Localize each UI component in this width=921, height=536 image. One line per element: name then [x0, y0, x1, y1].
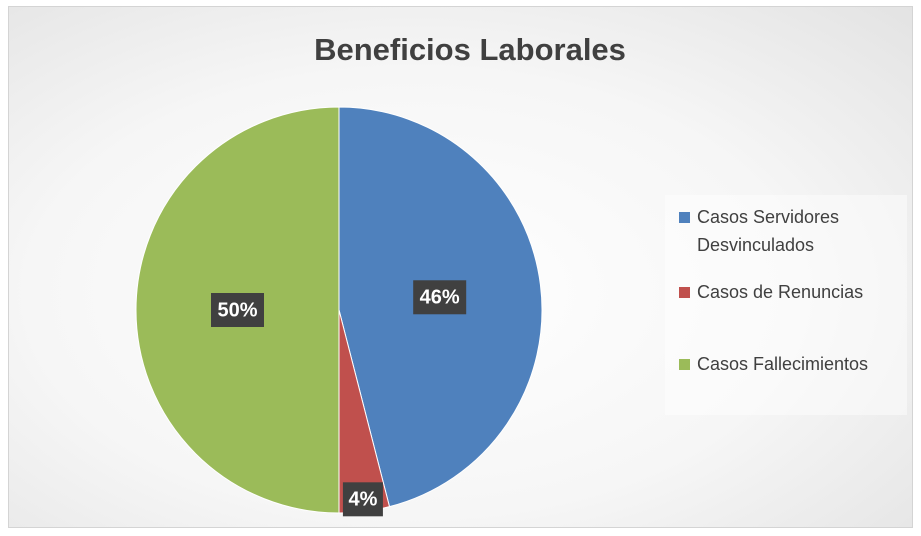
chart-title: Beneficios Laborales [314, 32, 626, 67]
data-label-box [342, 482, 383, 517]
legend-swatch [679, 359, 690, 370]
legend-item: Casos Fallecimientos [679, 350, 889, 378]
legend: Casos Servidores Desvinculados Casos de R… [665, 195, 907, 415]
data-label-box [211, 293, 264, 327]
data-label: 46% [413, 280, 467, 315]
legend-item: Casos Servidores Desvinculados [679, 203, 889, 259]
legend-item: Casos de Renuncias [679, 278, 889, 306]
data-label: 4% [342, 482, 383, 517]
data-label: 50% [211, 293, 264, 327]
legend-label: Casos Fallecimientos [697, 354, 869, 374]
data-label-text: 4% [348, 489, 377, 511]
legend-swatch [679, 287, 690, 298]
legend-label: Casos de Renuncias [697, 282, 864, 302]
legend-label: Casos Servidores Desvinculados [697, 207, 840, 255]
data-label-box [413, 280, 467, 315]
data-label-text: 50% [217, 299, 257, 321]
data-label-text: 46% [420, 287, 460, 309]
legend-swatch [679, 212, 690, 223]
